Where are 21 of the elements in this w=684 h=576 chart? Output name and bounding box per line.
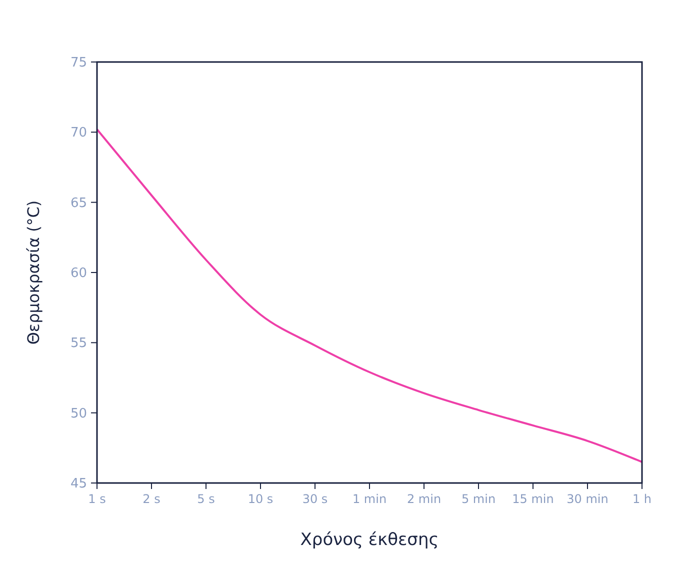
y-tick-label: 45 bbox=[70, 476, 87, 492]
x-axis-title: Χρόνος έκθεσης bbox=[300, 530, 439, 550]
y-tick-label: 70 bbox=[70, 126, 87, 141]
x-tick-label: 2 s bbox=[142, 492, 160, 506]
y-tick-label: 55 bbox=[70, 336, 87, 352]
x-tick-label: 30 min bbox=[566, 492, 608, 506]
y-axis-title: Θερμοκρασία (°C) bbox=[24, 200, 43, 345]
line-series bbox=[96, 128, 643, 463]
x-tick-label: 30 s bbox=[302, 492, 328, 506]
x-tick-label: 5 s bbox=[197, 492, 215, 506]
x-tick-label: 10 s bbox=[248, 492, 274, 506]
x-tick-label: 1 s bbox=[88, 492, 106, 506]
x-tick-label: 15 min bbox=[512, 492, 554, 506]
y-tick-label: 75 bbox=[70, 56, 87, 71]
x-tick-label: 5 min bbox=[461, 492, 496, 506]
x-tick-label: 1 h bbox=[632, 492, 652, 506]
y-tick-label: 50 bbox=[70, 406, 87, 422]
x-tick-label: 2 min bbox=[406, 492, 442, 506]
y-tick-label: 60 bbox=[70, 266, 87, 282]
y-tick-label: 65 bbox=[70, 196, 87, 211]
x-tick-label: 1 min bbox=[352, 492, 387, 506]
